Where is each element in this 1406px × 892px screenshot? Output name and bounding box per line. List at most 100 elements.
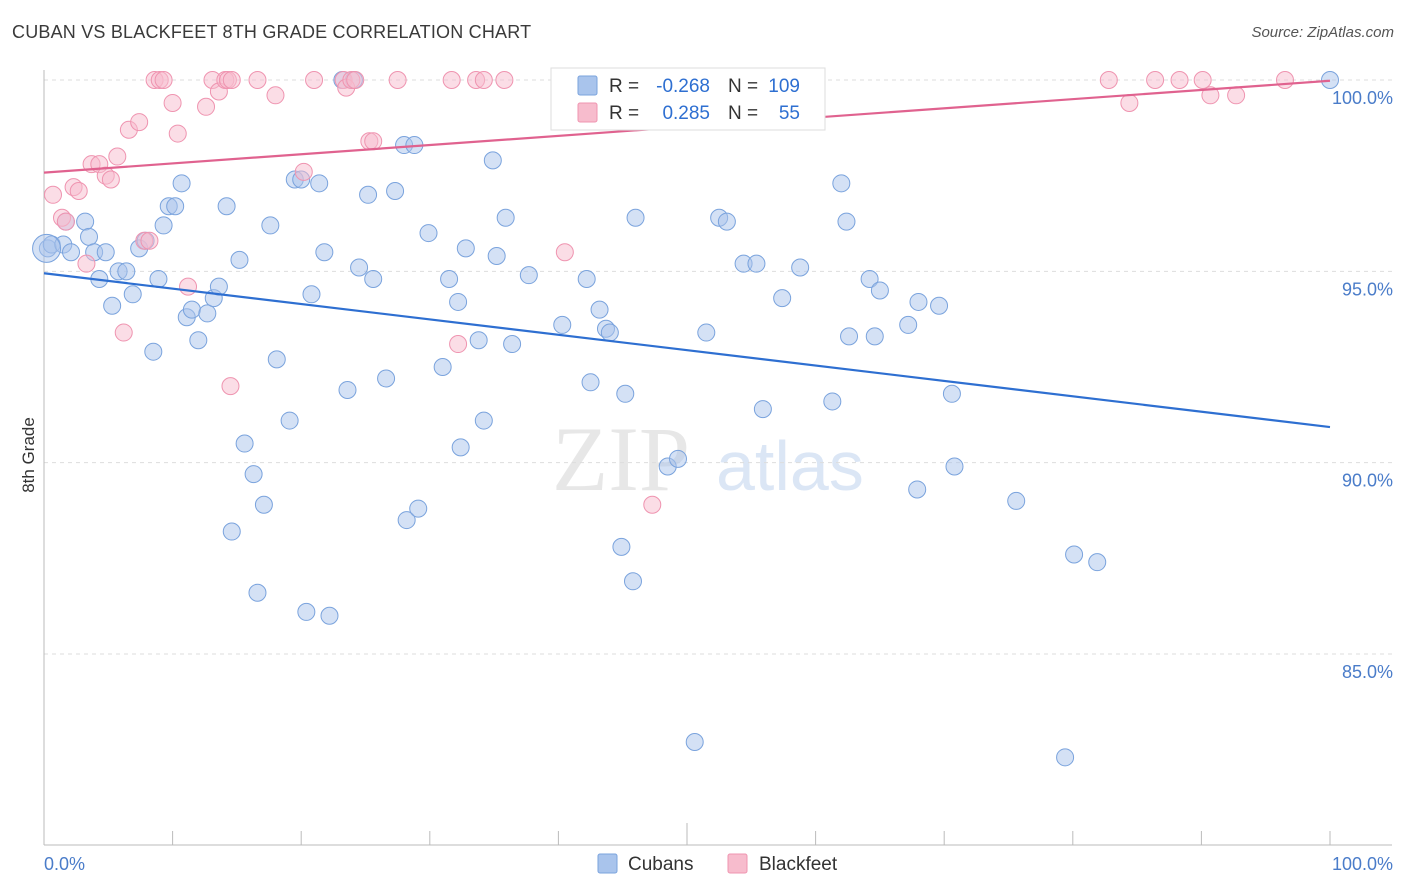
blackfeet-point	[101, 170, 120, 189]
cubans-point	[668, 449, 687, 468]
cubans-point	[753, 400, 772, 419]
blackfeet-point	[1170, 71, 1189, 89]
cubans-point	[908, 480, 927, 499]
legend-r-label-1: R =	[609, 76, 639, 97]
tick-labels: 85.0% 90.0% 95.0% 100.0% 0.0% 100.0%	[44, 88, 1393, 874]
cubans-point	[222, 522, 241, 541]
legend-swatch-cubans	[577, 75, 598, 96]
blackfeet-point	[1099, 71, 1118, 89]
cubans-point	[261, 216, 280, 235]
cubans-point	[590, 300, 609, 319]
cubans-point	[320, 606, 339, 625]
cubans-point	[469, 331, 488, 350]
blackfeet-point	[114, 323, 133, 342]
cubans-point	[456, 239, 475, 258]
cubans-point	[433, 358, 452, 376]
blackfeet-point	[197, 97, 216, 116]
cubans-point	[930, 296, 949, 315]
cubans-point	[451, 438, 470, 457]
cubans-point	[235, 434, 254, 453]
x-tick-label: 0.0%	[44, 854, 85, 874]
blackfeet-point	[1146, 71, 1165, 89]
blackfeet-point	[643, 495, 662, 514]
blackfeet-point	[266, 86, 285, 105]
series-legend: Cubans Blackfeet	[597, 853, 838, 875]
x-tick-label: 100.0%	[1332, 854, 1393, 874]
cubans-point	[267, 350, 286, 369]
cubans-point	[685, 733, 704, 752]
y-tick-label: 90.0%	[1342, 471, 1393, 491]
cubans-trend-line	[43, 272, 1331, 429]
cubans-point	[626, 208, 645, 227]
cubans-point	[62, 243, 81, 262]
cubans-point	[172, 174, 191, 193]
blackfeet-point	[140, 231, 159, 250]
stats-legend: R = -0.268 N = 109 R = 0.285 N = 55	[550, 67, 826, 131]
bottom-legend-swatch-blackfeet	[727, 853, 748, 874]
blackfeet-point	[1201, 86, 1220, 105]
legend-r-value-1: -0.268	[656, 76, 710, 97]
cubans-point	[449, 292, 468, 311]
legend-r-label-2: R =	[609, 103, 639, 124]
cubans-point	[280, 411, 299, 430]
y-tick-label: 100.0%	[1332, 88, 1393, 108]
blackfeet-point	[555, 243, 574, 262]
cubans-point	[297, 602, 316, 621]
blackfeet-point	[449, 335, 468, 354]
cubans-point	[182, 300, 201, 319]
cubans-point	[419, 224, 438, 243]
cubans-point	[909, 292, 928, 311]
legend-n-label-1: N =	[728, 76, 758, 97]
blackfeet-point	[168, 124, 187, 143]
watermark-atlas: atlas	[716, 427, 864, 505]
cubans-point	[254, 495, 273, 514]
cubans-point	[364, 269, 383, 288]
y-axis-title: 8th Grade	[19, 417, 38, 493]
cubans-point	[32, 233, 62, 263]
cubans-point	[860, 269, 879, 288]
legend-n-label-2: N =	[728, 103, 758, 124]
blackfeet-point	[1275, 71, 1294, 89]
chart-title: CUBAN VS BLACKFEET 8TH GRADE CORRELATION…	[12, 22, 532, 42]
cubans-point	[248, 583, 267, 602]
cubans-point	[310, 174, 329, 193]
blackfeet-point	[44, 185, 63, 204]
cubans-point	[503, 335, 522, 354]
blackfeet-point	[248, 71, 267, 89]
cubans-point	[791, 258, 810, 277]
cubans-point	[870, 281, 889, 300]
blackfeet-point	[305, 71, 324, 89]
cubans-point	[600, 323, 619, 342]
cubans-point	[697, 323, 716, 342]
cubans-point	[103, 296, 122, 315]
cubans-point	[377, 369, 396, 388]
cubans-point	[1088, 553, 1107, 572]
cubans-point	[144, 342, 163, 361]
cubans-point	[189, 331, 208, 350]
cubans-point	[483, 151, 502, 170]
cubans-point	[519, 266, 538, 285]
cubans-point	[474, 411, 493, 430]
bottom-legend-label-cubans: Cubans	[628, 854, 694, 875]
blackfeet-point	[221, 377, 240, 396]
cubans-point	[832, 174, 851, 193]
blackfeet-point	[108, 147, 127, 166]
cubans-point	[386, 181, 405, 200]
cubans-point	[823, 392, 842, 411]
cubans-point	[350, 258, 369, 277]
cubans-point	[942, 384, 961, 403]
cubans-point	[616, 384, 635, 403]
cubans-point	[80, 227, 99, 246]
cubans-point	[217, 197, 236, 216]
blackfeet-point	[56, 212, 75, 231]
cubans-point	[837, 212, 856, 231]
cubans-point	[945, 457, 964, 476]
cubans-point	[230, 250, 249, 269]
blackfeet-point	[1227, 86, 1246, 105]
cubans-point	[623, 572, 642, 591]
cubans-point	[440, 269, 459, 288]
cubans-point	[1321, 71, 1339, 89]
blackfeet-point	[222, 71, 241, 89]
cubans-point	[76, 212, 95, 231]
